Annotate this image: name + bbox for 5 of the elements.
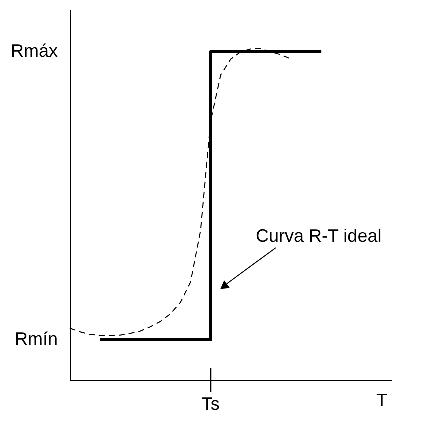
text: Rmáx — [10, 41, 58, 62]
text: Ts — [202, 394, 220, 414]
x-axis-title: T — [376, 390, 388, 410]
annotation: Curva R-T ideal — [256, 226, 382, 246]
text: Rmín — [14, 328, 58, 349]
